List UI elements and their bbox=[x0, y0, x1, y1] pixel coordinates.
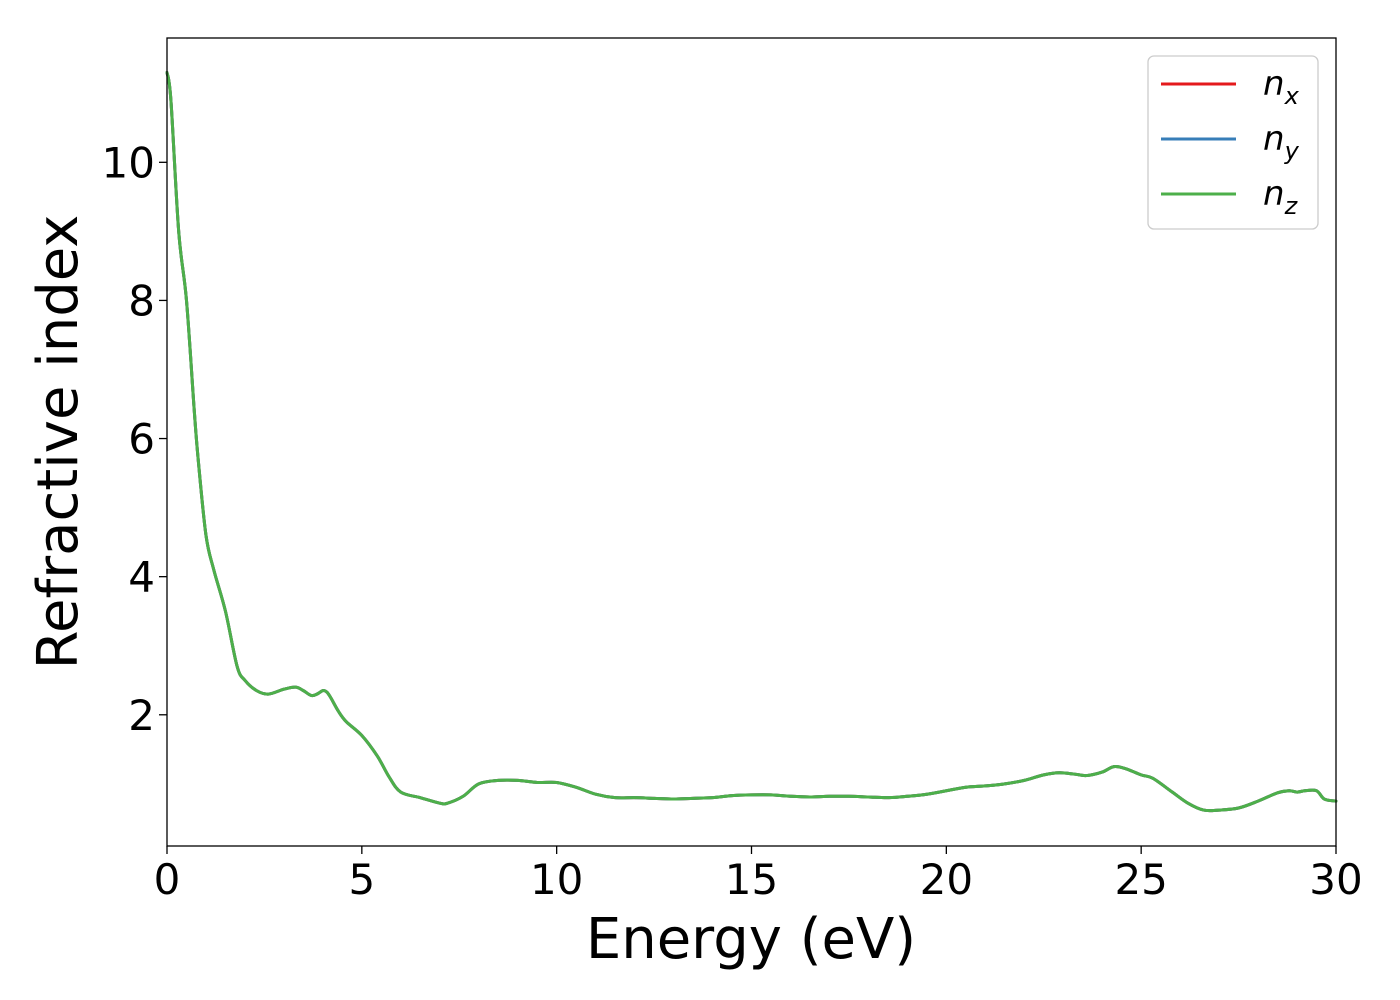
x-axis-label: Energy (eV) bbox=[586, 907, 916, 972]
x-tick-label: 20 bbox=[920, 855, 973, 904]
x-tick-label: 0 bbox=[154, 855, 181, 904]
y-tick-label: 8 bbox=[128, 276, 155, 325]
y-tick-label: 10 bbox=[102, 138, 155, 187]
x-axis: 0 5 10 15 20 25 30 bbox=[154, 846, 1363, 904]
x-tick-label: 5 bbox=[348, 855, 375, 904]
series-layer bbox=[165, 71, 1338, 813]
legend-box bbox=[1147, 55, 1319, 230]
legend-label-y: ny bbox=[1263, 119, 1300, 165]
y-tick-label: 4 bbox=[128, 553, 155, 602]
y-axis: 2 4 6 8 10 bbox=[102, 138, 167, 740]
y-axis-label: Refractive index bbox=[26, 215, 91, 670]
x-tick-label: 15 bbox=[725, 855, 778, 904]
x-tick-label: 10 bbox=[530, 855, 583, 904]
legend-label-x: nx bbox=[1263, 64, 1300, 110]
y-tick-label: 2 bbox=[128, 691, 155, 740]
x-tick-label: 30 bbox=[1309, 855, 1362, 904]
series-line-z bbox=[165, 71, 1338, 813]
y-tick-label: 6 bbox=[128, 415, 155, 464]
x-tick-label: 25 bbox=[1114, 855, 1167, 904]
